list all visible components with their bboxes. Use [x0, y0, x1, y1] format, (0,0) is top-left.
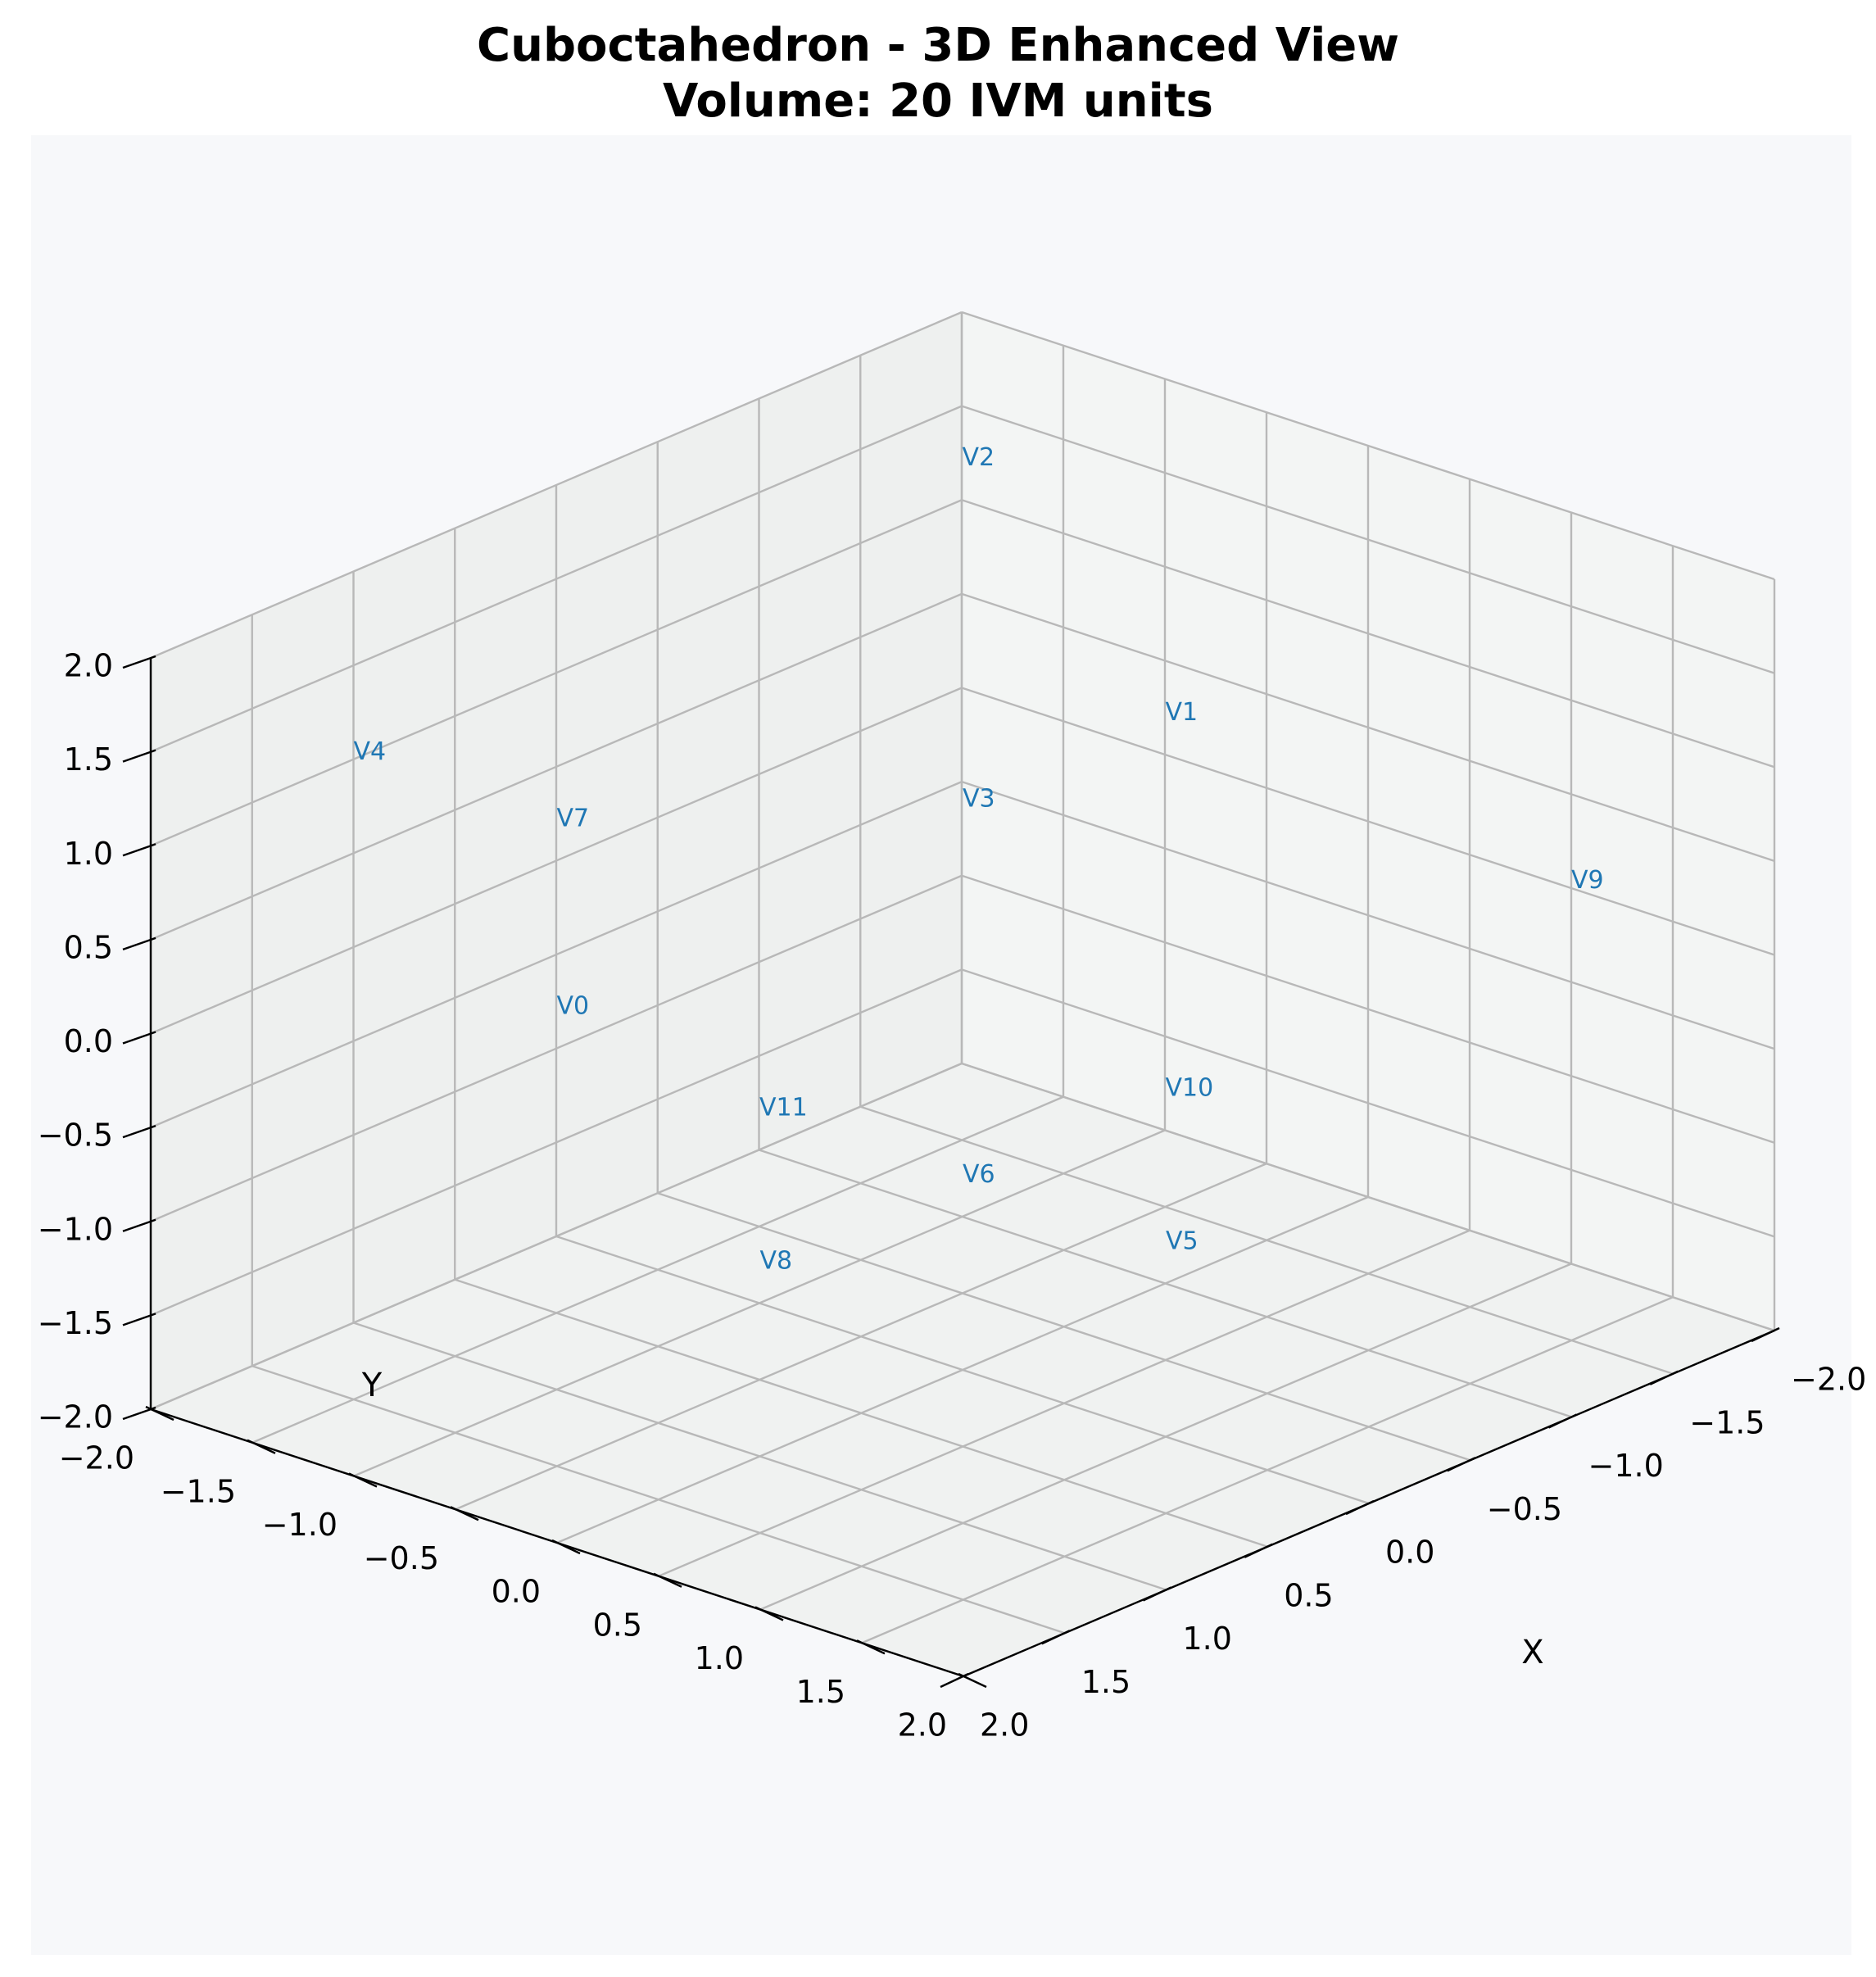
z-tick-mark — [122, 1124, 156, 1139]
x-axis-label: X — [1521, 1634, 1543, 1671]
grid-line — [961, 687, 1775, 956]
y-tick-label: −2.0 — [59, 1440, 134, 1476]
x-tick-label: 1.0 — [1183, 1621, 1232, 1657]
x-tick-label: 0.5 — [1284, 1577, 1333, 1613]
grid-line — [658, 1229, 1470, 1577]
z-tick-label: 1.0 — [64, 836, 113, 872]
y-tick-mark — [754, 1606, 784, 1621]
x-tick-mark — [1142, 1586, 1172, 1602]
x-tick-mark — [1244, 1543, 1273, 1558]
y-tick-mark — [450, 1506, 479, 1521]
x-tick-mark — [1649, 1370, 1679, 1385]
z-tick-label: −1.5 — [38, 1305, 113, 1341]
vertex-label: V7 — [557, 804, 590, 832]
grid-line — [150, 311, 963, 660]
grid-line — [961, 499, 1775, 769]
grid-line — [150, 405, 963, 753]
z-tick-label: −2.0 — [38, 1399, 113, 1435]
vertex-label: V9 — [1571, 866, 1604, 895]
grid-line — [759, 1263, 1572, 1611]
grid-line — [150, 592, 963, 941]
grid-line — [251, 1365, 1066, 1635]
x-tick-mark — [1041, 1630, 1071, 1645]
y-tick-label: 2.0 — [898, 1707, 947, 1743]
z-tick-mark — [122, 1218, 156, 1232]
x-tick-mark — [940, 1672, 969, 1689]
z-tick-label: 1.5 — [64, 741, 113, 778]
vertex-label: V5 — [1166, 1227, 1199, 1255]
z-tick-mark — [122, 1313, 156, 1326]
z-tick-label: 0.0 — [64, 1023, 113, 1059]
y-tick-label: −1.0 — [262, 1507, 338, 1543]
x-tick-label: 0.0 — [1385, 1535, 1434, 1571]
z-tick-mark — [122, 655, 156, 669]
vertex-label: V6 — [963, 1160, 995, 1189]
grid-line — [861, 1296, 1674, 1644]
z-tick-mark — [122, 936, 156, 951]
grid-line — [353, 1322, 1167, 1591]
x-tick-mark — [1547, 1413, 1578, 1429]
grid-line — [961, 405, 1775, 674]
y-tick-mark — [551, 1539, 581, 1555]
grid-line — [454, 1278, 1268, 1548]
vertex-label: V11 — [759, 1093, 808, 1122]
y-tick-label: −1.5 — [161, 1473, 236, 1509]
vertex-label: V8 — [760, 1246, 793, 1275]
x-tick-label: −2.0 — [1791, 1362, 1866, 1398]
chart-title-block: Cuboctahedron - 3D Enhanced View Volume:… — [0, 18, 1876, 129]
z-tick-label: 0.5 — [64, 929, 113, 965]
vertex-label: V3 — [963, 784, 995, 813]
y-axis-label: Y — [361, 1367, 383, 1404]
y-tick-label: −0.5 — [364, 1540, 439, 1576]
x-tick-label: −1.5 — [1689, 1404, 1765, 1440]
z-tick-label: −0.5 — [38, 1118, 113, 1154]
chart-subtitle: Volume: 20 IVM units — [663, 75, 1213, 128]
x-tick-mark — [1751, 1326, 1780, 1343]
z-tick-mark — [122, 749, 156, 763]
y-tick-label: 1.5 — [796, 1674, 845, 1710]
z-tick-label: 2.0 — [64, 648, 113, 684]
grid-line — [150, 687, 963, 1035]
vertex-label: V0 — [557, 992, 590, 1021]
z-tick-mark — [122, 1031, 156, 1045]
grid-lines — [149, 311, 1776, 1678]
x-tick-label: 2.0 — [980, 1707, 1029, 1743]
y-tick-mark — [145, 1405, 174, 1422]
z-tick-label: −1.0 — [38, 1211, 113, 1247]
chart-title: Cuboctahedron - 3D Enhanced View — [476, 19, 1399, 72]
x-tick-label: −1.0 — [1588, 1448, 1664, 1484]
grid-line — [961, 311, 1775, 581]
vertex-label: V10 — [1166, 1073, 1214, 1102]
tick-labels: −2.0−1.5−1.0−0.50.00.51.01.52.0−2.0−1.5−… — [38, 648, 1867, 1743]
x-tick-mark — [1345, 1499, 1375, 1516]
grid-line — [150, 499, 963, 847]
y-tick-mark — [856, 1639, 886, 1655]
x-tick-label: −0.5 — [1487, 1491, 1562, 1527]
grid-line — [556, 1195, 1369, 1544]
y-tick-label: 0.5 — [593, 1607, 642, 1643]
grid-line — [961, 592, 1775, 863]
vertex-label: V1 — [1166, 698, 1199, 727]
x-tick-mark — [1447, 1457, 1476, 1472]
y-tick-label: 0.0 — [492, 1574, 541, 1610]
vertex-labels: V0 V1 V2 V3 V4 V5 V6 V7 V8 V9 V10 V11 — [354, 443, 1604, 1275]
y-tick-label: 1.0 — [695, 1640, 744, 1676]
y-tick-mark — [653, 1572, 682, 1588]
y-tick-mark — [348, 1472, 378, 1488]
vertex-label: V2 — [963, 443, 995, 472]
z-tick-mark — [122, 843, 156, 857]
y-tick-mark — [247, 1439, 276, 1454]
x-tick-label: 1.5 — [1081, 1664, 1131, 1700]
vertex-label: V4 — [354, 737, 387, 766]
